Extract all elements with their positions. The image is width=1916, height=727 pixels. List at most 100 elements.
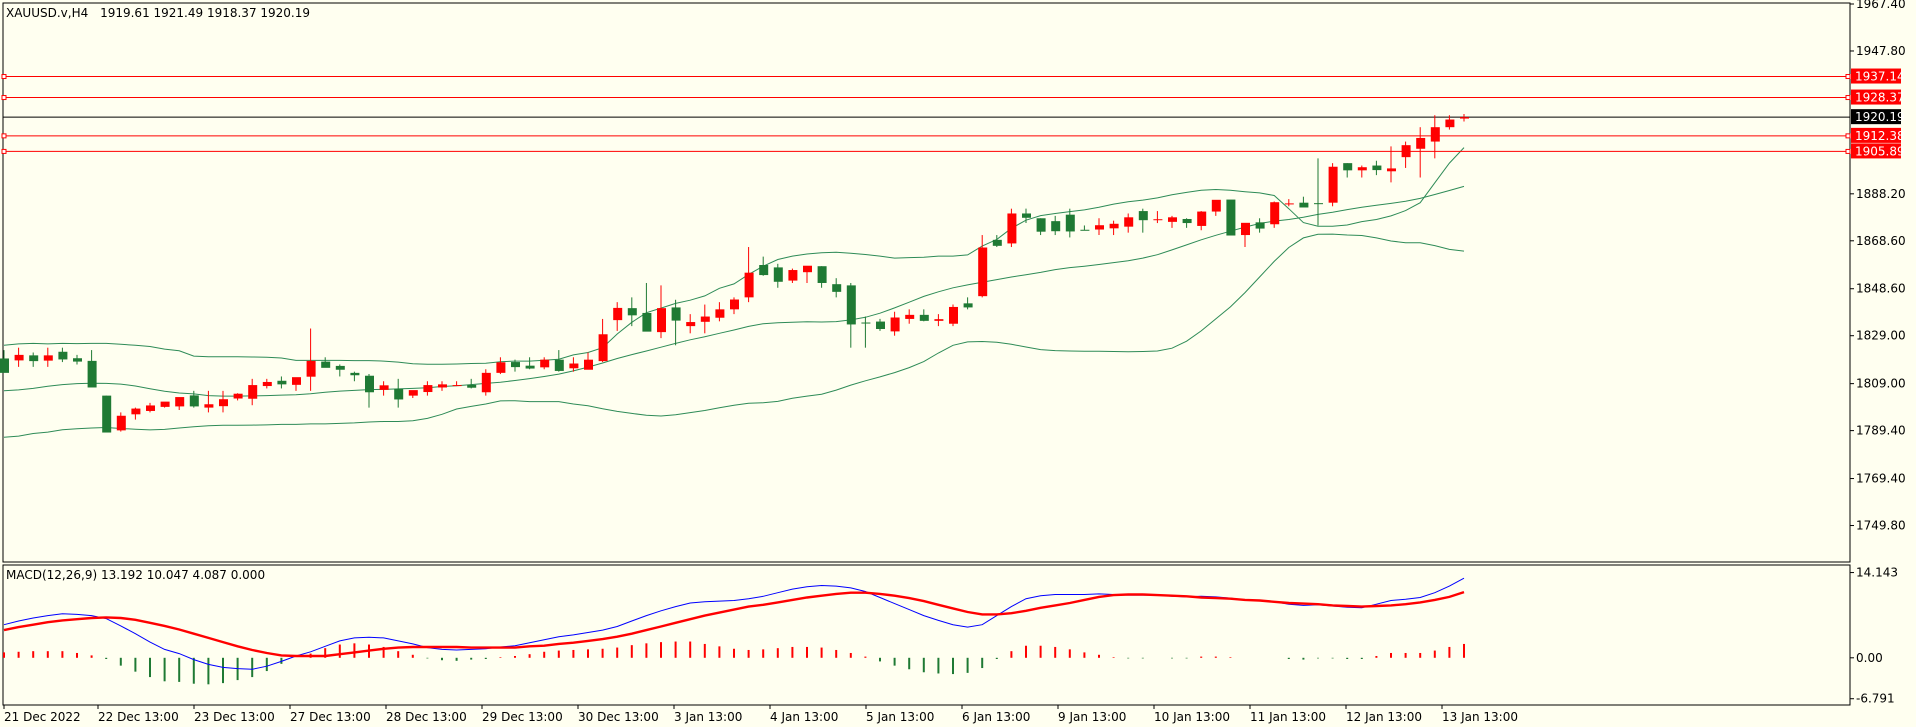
candle-body (1226, 199, 1236, 236)
level-handle-right-4 (1845, 148, 1851, 154)
time-tick-label: 30 Dec 13:00 (578, 710, 659, 724)
macd-tick-label: 0.00 (1856, 651, 1883, 665)
macd-tick-label: 14.143 (1856, 566, 1898, 580)
time-tick-label: 21 Dec 2022 (4, 710, 81, 724)
candle-body (1416, 137, 1426, 149)
candle-body (29, 355, 39, 362)
candle-body (1343, 163, 1353, 171)
candle-body (321, 361, 331, 368)
candle-body (58, 351, 68, 360)
level-tag-4 (1851, 143, 1901, 159)
level-handle-left-4 (1, 148, 7, 154)
candle-body (14, 354, 24, 361)
candle-body (481, 372, 491, 393)
horizontal-levels (1, 74, 1851, 154)
candle-body (919, 314, 929, 321)
candle-body (1445, 119, 1455, 128)
candle-body (773, 267, 783, 282)
level-tag-label-0: 1937.14 (1855, 70, 1905, 84)
candle-body (379, 385, 389, 390)
candle-body (43, 355, 53, 361)
price-tick-label: 1769.40 (1856, 472, 1906, 486)
level-tag-1 (1851, 89, 1901, 105)
candle-body (102, 395, 112, 433)
candle-body (1255, 222, 1265, 229)
candle-body (1182, 218, 1192, 224)
candle-body (1401, 145, 1411, 158)
candle-body (832, 284, 842, 292)
candle-body (642, 312, 652, 332)
candle-body (1138, 211, 1148, 221)
level-handle-left-0 (1, 74, 7, 80)
candle-body (496, 362, 506, 373)
candle-body (1357, 167, 1367, 171)
candle-body (423, 385, 433, 393)
macd-label: MACD(12,26,9) 13.192 10.047 4.087 0.000 (6, 568, 265, 582)
candle-body (1080, 229, 1090, 231)
candle-body (1328, 166, 1338, 203)
candle-body (262, 381, 272, 387)
candle-body (613, 307, 623, 321)
price-tick-label: 1947.80 (1856, 44, 1906, 58)
ohlc-values: 1919.61 1921.49 1918.37 1920.19 (100, 6, 310, 20)
candle-body (540, 359, 550, 368)
candle-body (817, 266, 827, 283)
candle-body (335, 365, 345, 370)
level-handle-left-3 (1, 133, 7, 139)
candle-body (890, 317, 900, 332)
candle-body (861, 322, 871, 324)
level-handle-left-1 (1, 95, 7, 101)
candle-body (306, 360, 316, 377)
candle-body (1022, 213, 1031, 218)
candle-body (1241, 222, 1250, 236)
candle-body (846, 285, 856, 325)
level-handle-right-1 (1845, 95, 1851, 101)
time-tick-label: 12 Jan 13:00 (1346, 710, 1422, 724)
candle-body (292, 377, 301, 385)
time-tick-label: 10 Jan 13:00 (1154, 710, 1230, 724)
band-upper-line (3, 147, 1465, 365)
signal-line (3, 590, 1465, 658)
candle-body (219, 399, 228, 407)
candle-body (73, 358, 82, 362)
candle-body (467, 384, 477, 388)
macd-tick-label: -6.791 (1856, 692, 1895, 706)
level-tag-label-1: 1928.37 (1855, 91, 1905, 105)
candle-body (1153, 219, 1163, 221)
price-tick-label: 1749.80 (1856, 519, 1906, 533)
candle-body (1460, 117, 1469, 119)
candle-body (1299, 202, 1309, 208)
band-lower-line (3, 233, 1465, 438)
candle-body (963, 303, 973, 308)
candle-body (394, 388, 404, 400)
level-tag-0 (1851, 68, 1901, 84)
candle-body (978, 247, 988, 297)
time-tick-label: 5 Jan 13:00 (866, 710, 934, 724)
price-tick-label: 1967.40 (1856, 0, 1906, 11)
time-tick-label: 13 Jan 13:00 (1442, 710, 1518, 724)
candle-body (759, 265, 769, 276)
x-axis-labels: 21 Dec 2022 22 Dec 13:00 23 Dec 13:00 27 De… (3, 705, 1518, 724)
time-tick-label: 3 Jan 13:00 (674, 710, 742, 724)
candle-body (175, 397, 185, 407)
candles (0, 114, 1469, 433)
level-tag-label-3: 1912.38 (1855, 129, 1905, 143)
candle-body (569, 363, 579, 369)
price-tick-label: 1829.00 (1856, 329, 1906, 343)
level-tag-label-2: 1920.19 (1855, 110, 1905, 124)
candle-body (671, 307, 681, 321)
level-tag-2 (1851, 109, 1901, 125)
candle-body (511, 362, 520, 368)
price-tick-label: 1868.60 (1856, 234, 1906, 248)
bollinger-bands (3, 147, 1465, 438)
candle-body (1168, 217, 1177, 222)
time-tick-label: 28 Dec 13:00 (386, 710, 467, 724)
candle-body (876, 321, 885, 329)
time-tick-label: 22 Dec 13:00 (98, 710, 179, 724)
time-tick-label: 9 Jan 13:00 (1058, 710, 1126, 724)
candle-body (788, 270, 798, 281)
y-axis-labels: 1967.40 1947.80 1888.20 1868.60 1848.60 1829.… (1850, 0, 1906, 706)
candle-body (905, 314, 915, 319)
candle-body (408, 390, 418, 396)
